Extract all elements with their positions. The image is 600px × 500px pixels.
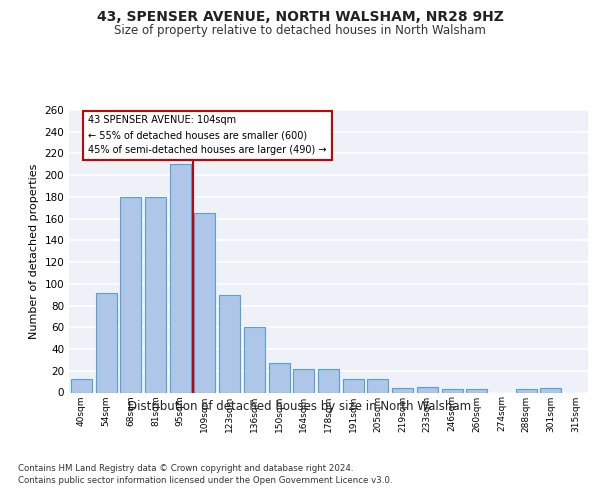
Text: Size of property relative to detached houses in North Walsham: Size of property relative to detached ho… [114, 24, 486, 37]
Bar [95, 292, 116, 392]
Bar [392, 388, 413, 392]
Bar [120, 197, 141, 392]
Bar [417, 387, 438, 392]
Bar [170, 164, 191, 392]
Y-axis label: Number of detached properties: Number of detached properties [29, 164, 39, 339]
Bar [343, 380, 364, 392]
Text: Contains HM Land Registry data © Crown copyright and database right 2024.: Contains HM Land Registry data © Crown c… [18, 464, 353, 473]
Text: 43, SPENSER AVENUE, NORTH WALSHAM, NR28 9HZ: 43, SPENSER AVENUE, NORTH WALSHAM, NR28 … [97, 10, 503, 24]
Bar [318, 368, 339, 392]
Bar [367, 380, 388, 392]
Text: Distribution of detached houses by size in North Walsham: Distribution of detached houses by size … [128, 400, 472, 413]
Bar [541, 388, 562, 392]
Bar [293, 368, 314, 392]
Bar [145, 197, 166, 392]
Text: 43 SPENSER AVENUE: 104sqm
← 55% of detached houses are smaller (600)
45% of semi: 43 SPENSER AVENUE: 104sqm ← 55% of detac… [88, 116, 327, 155]
Bar [442, 389, 463, 392]
Bar [269, 363, 290, 392]
Bar [219, 294, 240, 392]
Bar [516, 389, 537, 392]
Bar [466, 389, 487, 392]
Bar [244, 328, 265, 392]
Text: Contains public sector information licensed under the Open Government Licence v3: Contains public sector information licen… [18, 476, 392, 485]
Bar [71, 380, 92, 392]
Bar [194, 213, 215, 392]
